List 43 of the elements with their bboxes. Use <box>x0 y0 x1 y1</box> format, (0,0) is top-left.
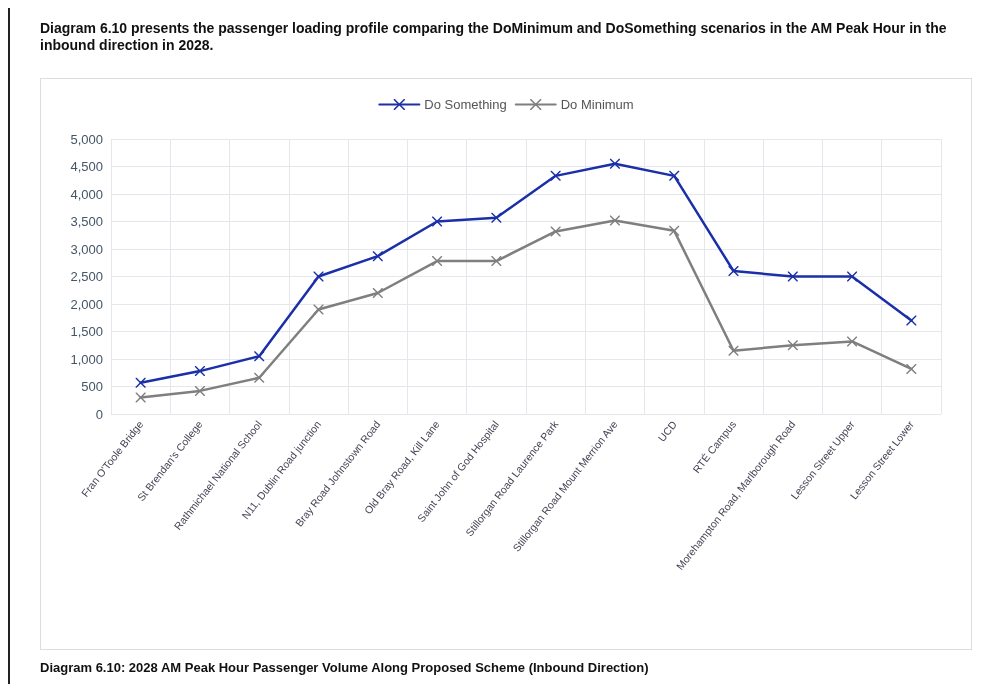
point <box>135 392 146 403</box>
point <box>254 372 265 383</box>
y-tick-label: 4,500 <box>70 159 103 174</box>
point <box>847 336 858 347</box>
point <box>194 366 205 377</box>
legend-label: Do Something <box>424 97 507 112</box>
point <box>787 340 798 351</box>
chart-title: Diagram 6.10 presents the passenger loading profile comparing the DoMinimum and DoSomething scenarios in the AM Peak Hour in the inbound direction in 2028. <box>40 20 948 54</box>
y-tick-label: 3,500 <box>70 214 103 229</box>
y-tick-label: 3,000 <box>70 241 103 257</box>
y-tick-label: 2,000 <box>70 296 103 312</box>
point <box>254 351 265 362</box>
point <box>609 215 620 226</box>
y-tick-label: 2,500 <box>70 269 103 284</box>
y-tick-label: 5,000 <box>70 131 103 147</box>
point <box>906 363 917 374</box>
legend-label: Do Minimum <box>560 97 634 112</box>
point <box>372 288 383 298</box>
text: Diagram 6.10: 2028 AM Peak Hour Passenger Volume Along Proposed Scheme (Inbound Direction) <box>40 660 649 675</box>
point <box>313 304 324 315</box>
y-tick-label: 0 <box>95 406 103 422</box>
point <box>372 251 383 262</box>
point <box>847 271 858 282</box>
point <box>906 315 917 326</box>
point <box>432 216 443 227</box>
point <box>491 256 502 267</box>
point <box>550 170 561 181</box>
point <box>491 212 502 223</box>
point <box>194 385 205 396</box>
y-tick-label: 500 <box>81 379 103 394</box>
point <box>135 377 146 388</box>
y-tick-label: 4,000 <box>70 186 103 202</box>
point <box>550 226 561 237</box>
point <box>609 158 620 169</box>
point <box>432 256 443 267</box>
point <box>728 345 739 356</box>
y-tick-label: 1,500 <box>70 324 103 339</box>
point <box>787 271 798 282</box>
point <box>669 170 680 181</box>
point <box>728 266 739 276</box>
point <box>313 271 324 282</box>
point <box>669 225 680 236</box>
y-tick-label: 1,000 <box>70 351 103 367</box>
